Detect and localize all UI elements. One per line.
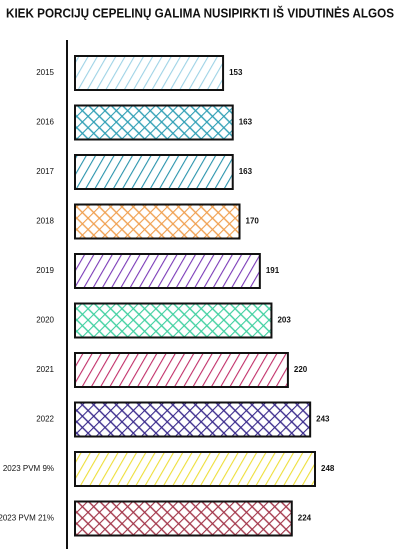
y-tick-label: 2020	[36, 316, 54, 325]
value-label: 203	[277, 316, 291, 325]
y-tick-label: 2022	[36, 415, 54, 424]
bar	[74, 451, 316, 487]
value-label: 191	[266, 266, 280, 275]
chart-title: KIEK PORCIJŲ CEPELINŲ GALIMA NUSIPIRKTI …	[6, 5, 394, 20]
y-tick-label: 2023 PVM 9%	[3, 464, 54, 473]
value-label: 220	[294, 365, 308, 374]
bar	[74, 55, 225, 91]
y-tick-label: 2021	[36, 365, 54, 374]
bar	[74, 500, 293, 537]
value-label: 163	[239, 167, 253, 176]
bar	[74, 352, 289, 388]
value-label: 224	[298, 514, 312, 523]
y-tick-label: 2019	[36, 266, 54, 275]
bar	[74, 253, 261, 289]
y-tick-label: 2015	[36, 68, 54, 77]
y-tick-label: 2018	[36, 217, 54, 226]
value-label: 153	[229, 68, 243, 77]
y-tick-label: 2016	[36, 118, 54, 127]
bar	[74, 401, 312, 438]
value-label: 248	[321, 464, 335, 473]
bar	[74, 203, 241, 240]
value-label: 163	[239, 118, 253, 127]
value-label: 170	[246, 217, 260, 226]
bar	[74, 154, 234, 190]
bar	[74, 104, 234, 141]
bar	[74, 302, 273, 339]
value-label: 243	[316, 415, 330, 424]
y-tick-label: 2017	[36, 167, 54, 176]
y-tick-label: 2023 PVM 21%	[0, 514, 54, 523]
